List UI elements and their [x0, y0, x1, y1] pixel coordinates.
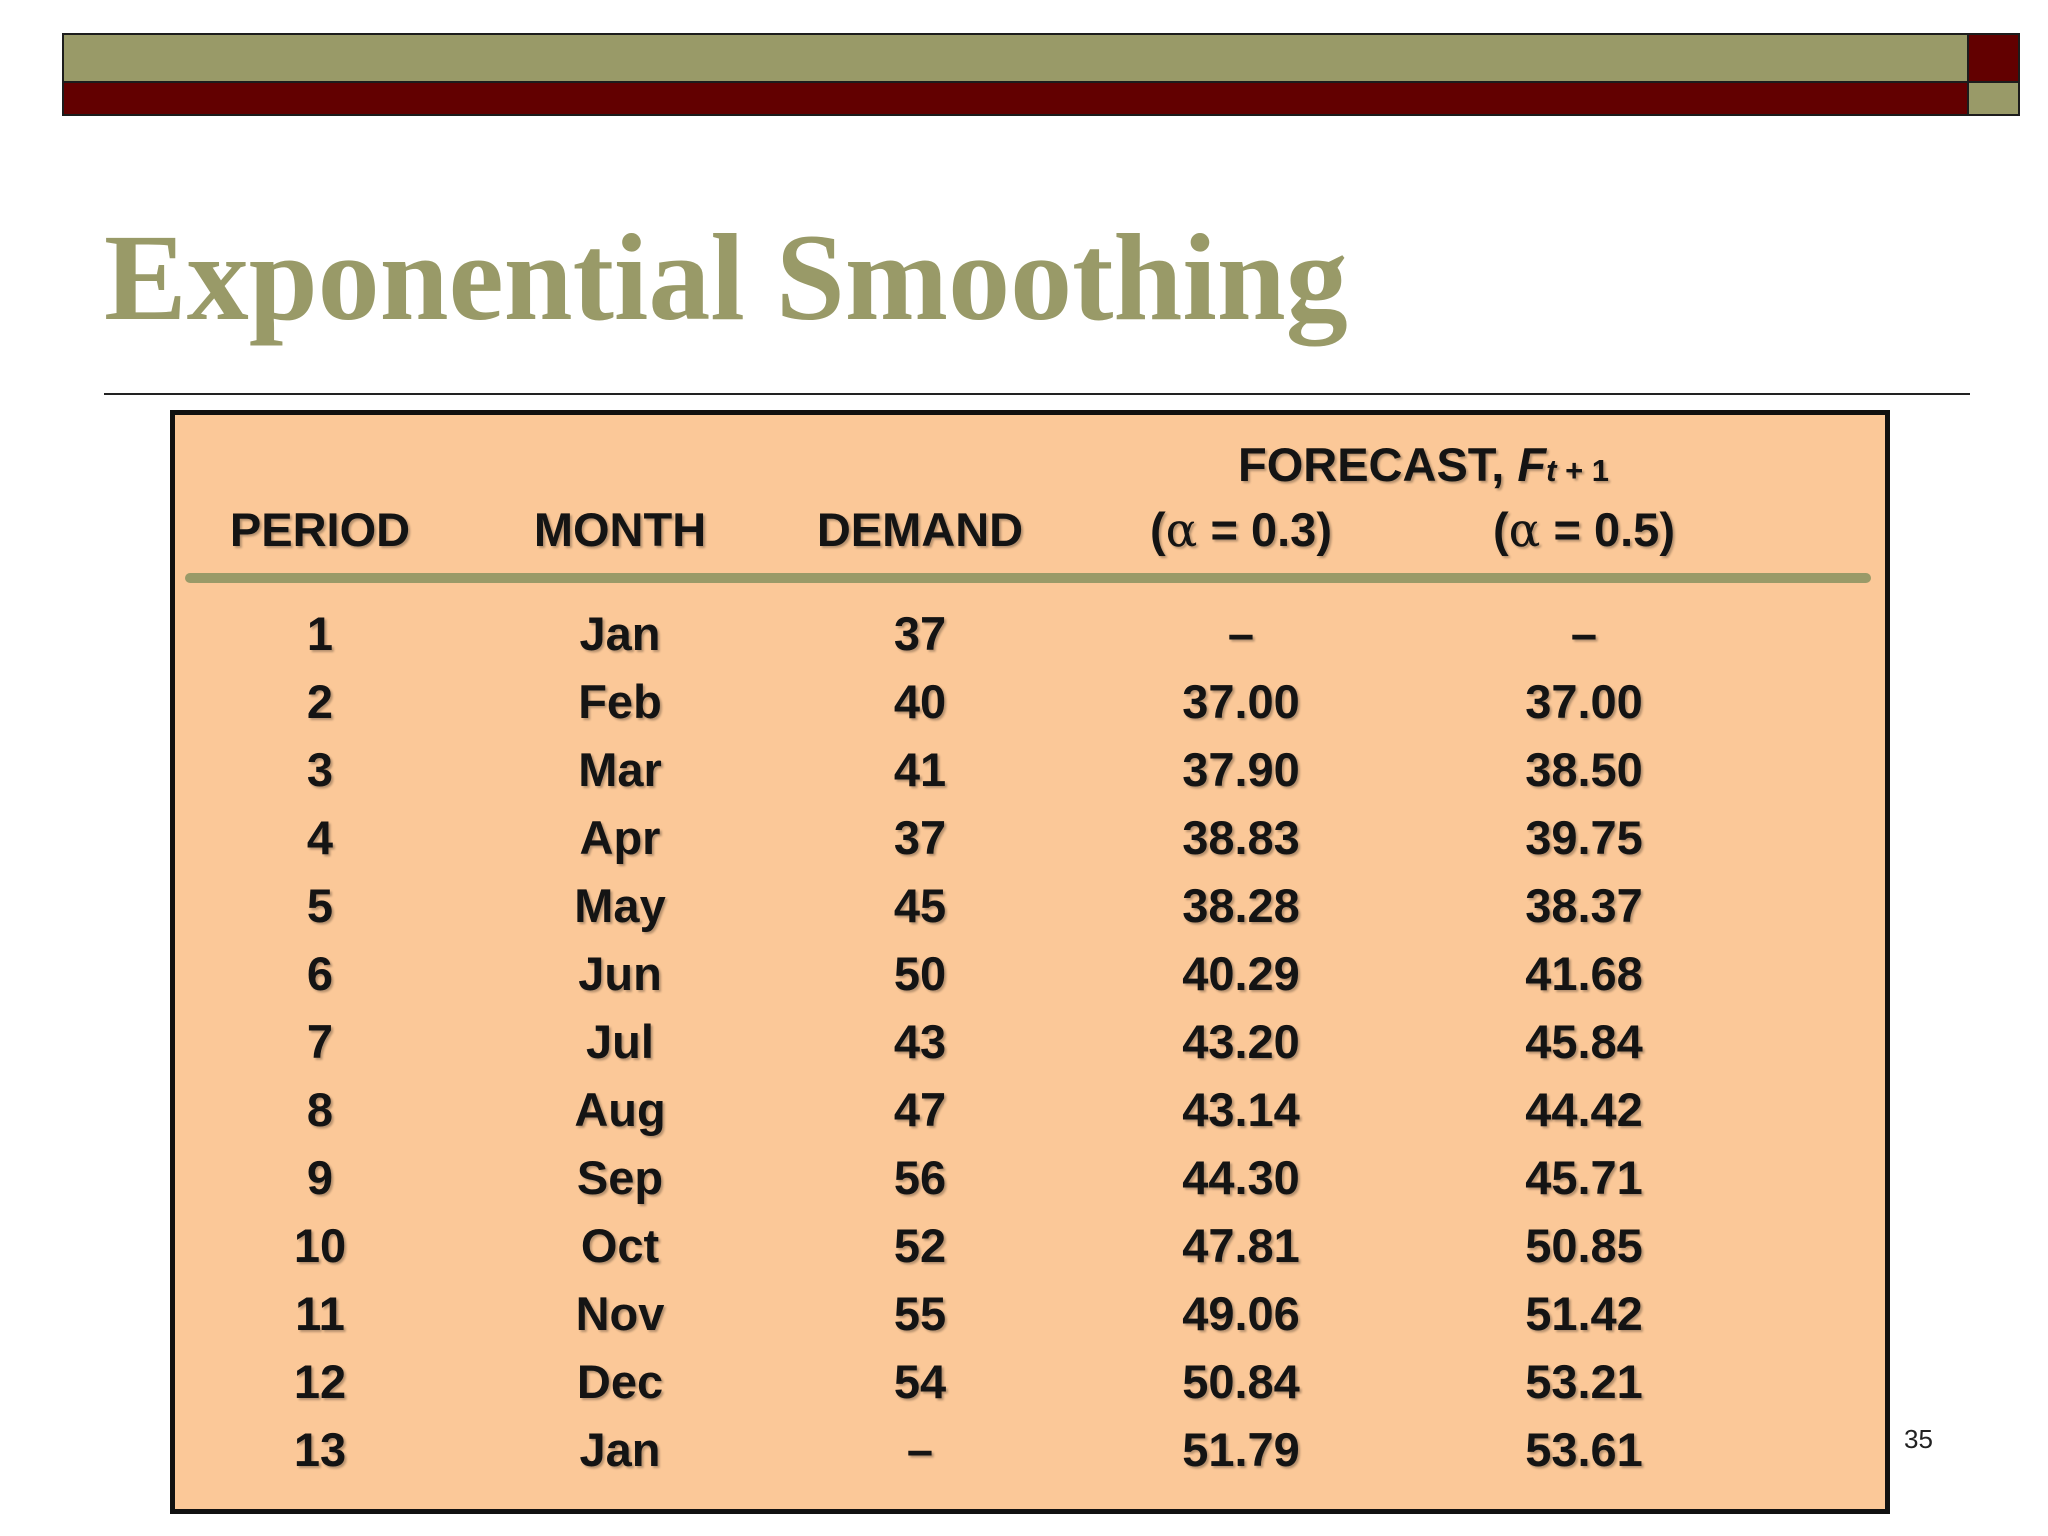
forecast-a05-cell: 41.68: [1525, 947, 1643, 1000]
banner-maroon-square: [1969, 33, 2020, 83]
demand-cell: 54: [893, 1355, 947, 1408]
forecast-a05-cell: 53.21: [1525, 1355, 1643, 1408]
month-cell: Jun: [578, 947, 662, 1000]
paren: (: [1493, 503, 1509, 556]
demand-cell: 37: [893, 811, 947, 864]
forecast-a05-cell: 51.42: [1525, 1287, 1643, 1340]
forecast-a05-cell: 45.84: [1525, 1015, 1643, 1068]
demand-cell: 43: [893, 1015, 947, 1068]
forecast-a05-cell: 39.75: [1525, 811, 1643, 864]
title-divider: [104, 393, 1970, 395]
demand-cell: 52: [893, 1219, 947, 1272]
header-demand: DEMAND: [816, 503, 1024, 556]
forecast-a03-cell: 50.84: [1182, 1355, 1300, 1408]
banner-olive-band: [62, 33, 1969, 83]
month-cell: Oct: [580, 1219, 660, 1272]
demand-cell: 37: [893, 607, 947, 660]
demand-cell: 45: [893, 879, 947, 932]
forecast-a05-cell: 50.85: [1525, 1219, 1643, 1272]
period-cell: 5: [306, 879, 334, 932]
forecast-a03-cell: 44.30: [1182, 1151, 1300, 1204]
demand-cell: 56: [893, 1151, 947, 1204]
forecast-a05-cell: 53.61: [1525, 1423, 1643, 1476]
title-banner: [62, 33, 2020, 116]
demand-cell: 41: [893, 743, 947, 796]
forecast-subscript-rest: + 1: [1556, 453, 1610, 488]
period-cell: 6: [306, 947, 334, 1000]
period-cell: 3: [306, 743, 334, 796]
header-alpha-05: (α = 0.5): [1493, 506, 1675, 554]
paren: (: [1150, 503, 1166, 556]
month-cell: Apr: [579, 811, 661, 864]
period-cell: 9: [306, 1151, 334, 1204]
forecast-a03-cell: 38.28: [1182, 879, 1300, 932]
forecast-a05-cell: 38.37: [1525, 879, 1643, 932]
forecast-a03-cell: 49.06: [1182, 1287, 1300, 1340]
alpha-symbol: α: [1165, 503, 1198, 558]
month-cell: Jan: [579, 607, 661, 660]
month-cell: May: [574, 879, 666, 932]
demand-cell: –: [906, 1423, 934, 1476]
forecast-a05-cell: –: [1570, 607, 1598, 660]
month-cell: Jul: [586, 1015, 654, 1068]
alpha-value: = 0.3): [1197, 503, 1332, 556]
forecast-a05-cell: 44.42: [1525, 1083, 1643, 1136]
alpha-value: = 0.5): [1540, 503, 1675, 556]
period-cell: 10: [293, 1219, 347, 1272]
forecast-a03-cell: 38.83: [1182, 811, 1300, 864]
forecast-subscript-t: t: [1546, 453, 1557, 488]
month-cell: Mar: [578, 743, 662, 796]
forecast-a05-cell: 38.50: [1525, 743, 1643, 796]
demand-cell: 50: [893, 947, 947, 1000]
period-cell: 13: [293, 1423, 347, 1476]
period-cell: 8: [306, 1083, 334, 1136]
month-cell: Jan: [579, 1423, 661, 1476]
forecast-a03-cell: 51.79: [1182, 1423, 1300, 1476]
month-cell: Nov: [575, 1287, 665, 1340]
month-cell: Aug: [574, 1083, 666, 1136]
demand-cell: 40: [893, 675, 947, 728]
header-period: PERIOD: [229, 503, 411, 556]
banner-maroon-band: [62, 83, 1969, 116]
forecast-a03-cell: –: [1227, 607, 1255, 660]
alpha-symbol: α: [1508, 503, 1541, 558]
forecast-a03-cell: 47.81: [1182, 1219, 1300, 1272]
period-cell: 1: [306, 607, 334, 660]
forecast-a03-cell: 40.29: [1182, 947, 1300, 1000]
banner-olive-square: [1969, 83, 2020, 116]
forecast-table-panel: FORECAST, Ft + 1 PERIOD MONTH DEMAND (α …: [170, 410, 1890, 1514]
forecast-a05-cell: 45.71: [1525, 1151, 1643, 1204]
period-cell: 11: [295, 1287, 345, 1340]
forecast-header: FORECAST, Ft + 1: [1238, 441, 1609, 488]
forecast-symbol: F: [1517, 438, 1547, 491]
period-cell: 2: [306, 675, 334, 728]
month-cell: Sep: [576, 1151, 664, 1204]
period-cell: 7: [306, 1015, 334, 1068]
period-cell: 4: [306, 811, 334, 864]
slide-number: 35: [1904, 1424, 1933, 1454]
header-month: MONTH: [533, 503, 707, 556]
header-alpha-03: (α = 0.3): [1150, 506, 1332, 554]
forecast-a03-cell: 37.90: [1182, 743, 1300, 796]
forecast-a05-cell: 37.00: [1525, 675, 1643, 728]
slide-title: Exponential Smoothing: [104, 209, 1348, 346]
demand-cell: 55: [893, 1287, 947, 1340]
forecast-a03-cell: 37.00: [1182, 675, 1300, 728]
forecast-a03-cell: 43.20: [1182, 1015, 1300, 1068]
forecast-a03-cell: 43.14: [1182, 1083, 1300, 1136]
month-cell: Dec: [576, 1355, 664, 1408]
demand-cell: 47: [893, 1083, 947, 1136]
month-cell: Feb: [578, 675, 662, 728]
period-cell: 12: [293, 1355, 347, 1408]
forecast-header-label: FORECAST,: [1238, 438, 1505, 491]
header-rule: [185, 573, 1871, 583]
